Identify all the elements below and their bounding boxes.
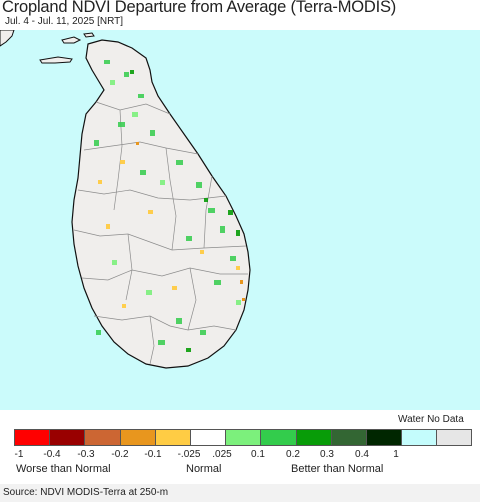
legend-swatch-water — [401, 429, 438, 446]
legend-category-worse: Worse than Normal — [16, 463, 111, 475]
legend-swatch — [14, 429, 51, 446]
legend-tick: 0.2 — [286, 449, 300, 460]
legend-swatch — [84, 429, 121, 446]
map-title: Cropland NDVI Departure from Average (Te… — [2, 0, 397, 16]
jaffna-islands — [61, 32, 95, 44]
legend-swatch — [295, 429, 332, 446]
map-panel[interactable] — [0, 30, 480, 410]
legend: Water No Data -1 -0.4 -0.3 -0.2 -0.1 -.0… — [0, 410, 480, 480]
legend-category-normal: Normal — [186, 463, 222, 475]
legend-swatch — [225, 429, 262, 446]
legend-swatch — [189, 429, 227, 446]
legend-tick: -0.2 — [111, 449, 129, 460]
legend-tick: .025 — [212, 449, 232, 460]
legend-swatch-no-data — [436, 429, 473, 446]
legend-water-no-data-label: Water No Data — [398, 414, 464, 425]
source-note: Source: NDVI MODIS-Terra at 250-m — [3, 487, 169, 498]
ndvi-green-patches — [94, 60, 236, 345]
legend-swatch — [260, 429, 297, 446]
legend-tick: -0.1 — [144, 449, 162, 460]
legend-swatch — [49, 429, 86, 446]
district-borders — [73, 101, 248, 365]
ndvi-brown-patches — [136, 142, 245, 301]
footer: Source: NDVI MODIS-Terra at 250-m — [0, 484, 480, 502]
legend-swatch — [119, 429, 156, 446]
ndvi-lightgreen-patches — [110, 80, 241, 305]
legend-tick: 1 — [393, 449, 399, 460]
legend-tick: 0.1 — [251, 449, 265, 460]
mannar-island — [39, 56, 73, 64]
sri-lanka-map[interactable] — [0, 30, 480, 410]
legend-tick: 0.4 — [355, 449, 369, 460]
legend-swatch — [365, 429, 403, 446]
legend-tick: 0.3 — [320, 449, 334, 460]
legend-tick: -1 — [14, 449, 24, 460]
legend-tick: -0.3 — [77, 449, 95, 460]
ndvi-darkgreen-patches — [130, 70, 240, 352]
legend-swatch — [154, 429, 191, 446]
legend-swatch — [330, 429, 367, 446]
legend-category-better: Better than Normal — [291, 463, 384, 475]
date-range: Jul. 4 - Jul. 11, 2025 [NRT] — [5, 16, 124, 27]
sri-lanka-land — [71, 39, 251, 369]
legend-swatches — [14, 429, 473, 446]
legend-tick: -.025 — [177, 449, 201, 460]
legend-tick: -0.4 — [43, 449, 61, 460]
ndvi-orange-patches — [98, 160, 240, 308]
india-coastline — [0, 30, 15, 47]
